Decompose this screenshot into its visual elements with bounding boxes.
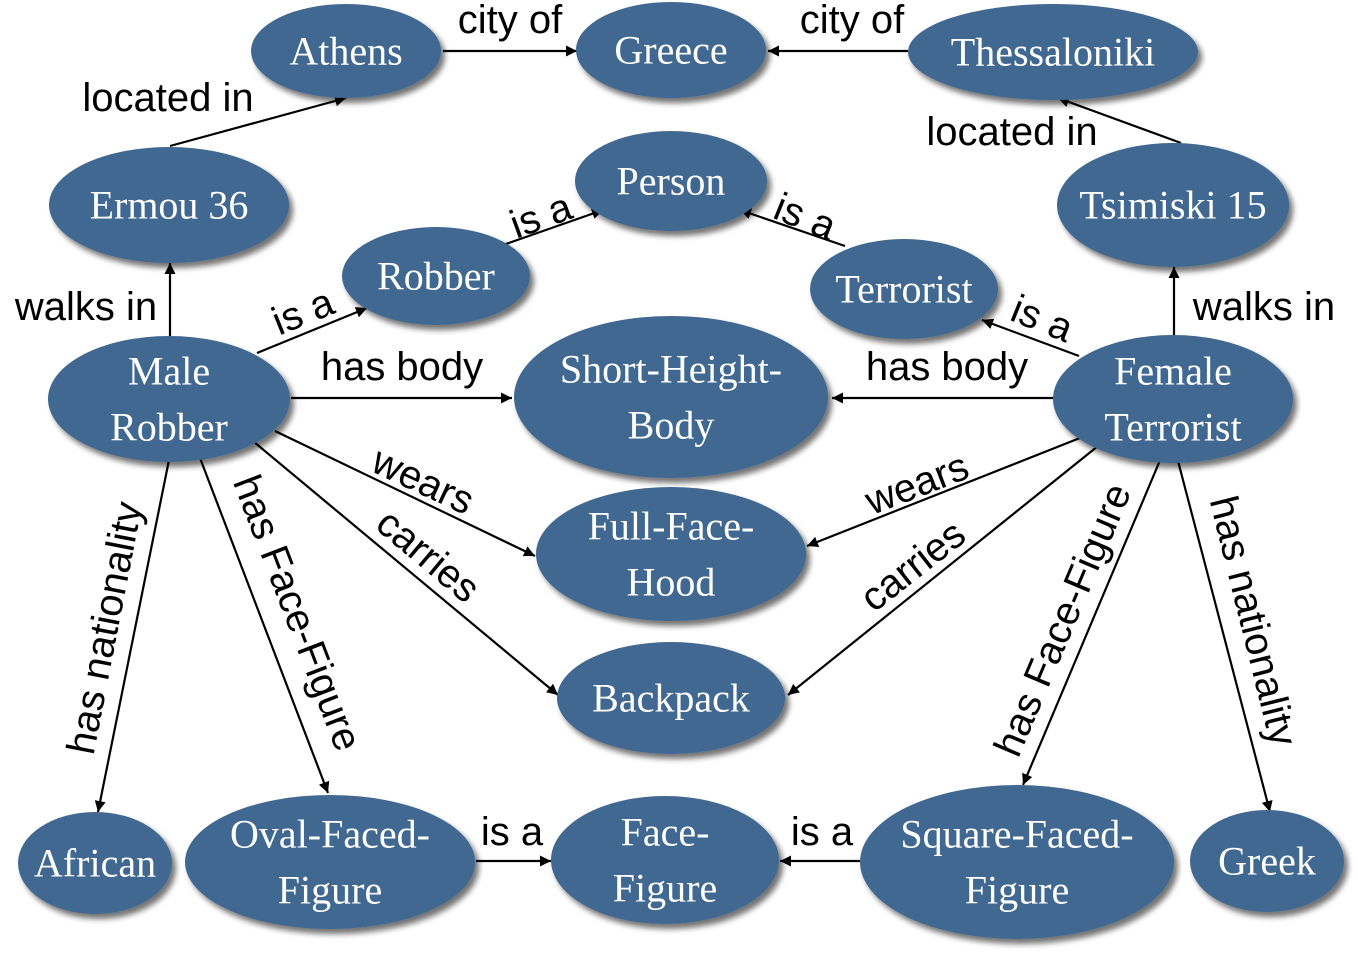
- node-label: Thessaloniki: [951, 30, 1155, 75]
- node-backpack: Backpack: [557, 642, 785, 754]
- edge-label-female-terrorist-wears: wears: [858, 444, 974, 524]
- node-ellipse: [860, 785, 1174, 939]
- edge-label-tsimiski-located-in-thessaloniki: located in: [926, 110, 1097, 154]
- edge-label-square-is-a-face-figure: is a: [791, 810, 854, 854]
- node-label: Person: [617, 159, 726, 204]
- node-female-terrorist: Female Terrorist: [1053, 335, 1293, 463]
- edge-label-thessaloniki-city-of-greece: city of: [800, 0, 905, 42]
- node-label: Male: [128, 349, 210, 394]
- node-ellipse: [49, 147, 289, 263]
- node-label: Face-: [621, 810, 710, 855]
- node-ermou: Ermou 36: [49, 147, 289, 263]
- node-label: Oval-Faced-: [230, 812, 430, 857]
- node-ellipse: [48, 336, 290, 462]
- node-ellipse: [251, 4, 441, 98]
- node-greek: Greek: [1190, 810, 1344, 912]
- edge-arrow-female-terrorist-has-nationality: [1176, 460, 1273, 813]
- edge-arrow-robber-is-a-person: [502, 208, 604, 247]
- edge-arrow-male-robber-is-a-robber: [256, 306, 368, 355]
- node-ellipse: [810, 239, 998, 339]
- node-label: Figure: [278, 868, 382, 913]
- edge-arrow-male-robber-has-face-figure: [198, 457, 330, 794]
- edge-label-female-terrorist-carries: carries: [852, 512, 974, 621]
- edge-label-female-terrorist-walks-in-tsimiski: walks in: [1192, 285, 1335, 329]
- node-ellipse: [1053, 335, 1293, 463]
- node-label: Terrorist: [1104, 405, 1241, 450]
- node-ellipse: [908, 4, 1198, 100]
- edge-label-female-terrorist-has-nationality: has nationality: [1201, 492, 1306, 751]
- node-person: Person: [575, 131, 767, 231]
- node-label: Athens: [289, 29, 402, 74]
- node-label: Square-Faced-: [900, 812, 1133, 857]
- node-label: Robber: [110, 405, 228, 450]
- edge-label-oval-is-a-face-figure: is a: [481, 810, 544, 854]
- node-label: Full-Face-: [588, 504, 755, 549]
- node-ellipse: [342, 227, 530, 325]
- node-robber: Robber: [342, 227, 530, 325]
- node-label: Backpack: [592, 676, 750, 721]
- edge-label-male-robber-has-nationality: has nationality: [59, 498, 151, 757]
- node-ellipse: [18, 812, 172, 914]
- edge-label-male-robber-wears: wears: [364, 438, 480, 523]
- node-ellipse: [1057, 143, 1289, 267]
- node-label: Greece: [614, 28, 727, 73]
- node-label: African: [34, 841, 156, 886]
- node-ellipse: [1190, 810, 1344, 912]
- edge-label-female-terrorist-has-body: has body: [866, 345, 1028, 389]
- edge-layer: [94, 45, 1273, 867]
- edge-arrow-terrorist-is-a-person: [739, 208, 846, 248]
- node-tsimiski: Tsimiski 15: [1057, 143, 1289, 267]
- edge-arrow-female-terrorist-is-a-terrorist: [981, 318, 1080, 358]
- edge-arrow-ermou-located-in-athens: [169, 95, 347, 148]
- node-ellipse: [557, 642, 785, 754]
- node-ellipse: [551, 796, 779, 924]
- node-label: Ermou 36: [90, 183, 249, 228]
- node-label: Greek: [1218, 839, 1316, 884]
- node-greece: Greece: [576, 2, 766, 98]
- node-male-robber: Male Robber: [48, 336, 290, 462]
- edge-label-robber-is-a-person: is a: [504, 184, 578, 247]
- node-full-face-hood: Full-Face- Hood: [536, 487, 806, 621]
- node-square-faced-figure: Square-Faced- Figure: [860, 785, 1174, 939]
- node-oval-faced-figure: Oval-Faced- Figure: [185, 795, 475, 929]
- edge-label-female-terrorist-is-a-terrorist: is a: [1005, 287, 1080, 351]
- edge-arrow-female-terrorist-carries: [787, 445, 1099, 696]
- node-athens: Athens: [251, 4, 441, 98]
- node-label: Figure: [965, 868, 1069, 913]
- edge-label-terrorist-is-a-person: is a: [768, 185, 843, 249]
- edge-arrow-female-terrorist-wears: [806, 434, 1086, 548]
- node-ellipse: [185, 795, 475, 929]
- node-ellipse: [575, 131, 767, 231]
- edge-label-ermou-located-in-athens: located in: [82, 76, 253, 120]
- edge-label-male-robber-is-a-robber: is a: [266, 280, 341, 344]
- edge-label-athens-city-of-greece: city of: [458, 0, 563, 42]
- edge-arrow-male-robber-carries: [253, 441, 559, 696]
- edge-arrow-male-robber-has-nationality: [94, 459, 171, 813]
- node-label: Tsimiski 15: [1079, 183, 1266, 228]
- edge-label-female-terrorist-has-face-figure: has Face-Figure: [986, 477, 1140, 762]
- node-label: Body: [628, 403, 715, 448]
- node-layer: Athens Greece Thessaloniki Ermou 36 Person Ts…: [18, 2, 1344, 939]
- node-label: Hood: [627, 560, 716, 605]
- edge-arrow-tsimiski-located-in-thessaloniki: [1057, 96, 1182, 145]
- node-ellipse: [514, 316, 828, 478]
- node-thessaloniki: Thessaloniki: [908, 4, 1198, 100]
- node-terrorist: Terrorist: [810, 239, 998, 339]
- node-label: Terrorist: [835, 267, 972, 312]
- edge-label-male-robber-carries: carries: [368, 501, 488, 612]
- node-african: African: [18, 812, 172, 914]
- node-ellipse: [536, 487, 806, 621]
- edge-label-male-robber-has-body: has body: [321, 345, 483, 389]
- node-label: Short-Height-: [560, 347, 782, 392]
- node-short-height-body: Short-Height- Body: [514, 316, 828, 478]
- node-label: Female: [1114, 349, 1232, 394]
- node-ellipse: [576, 2, 766, 98]
- node-label: Robber: [377, 254, 495, 299]
- edge-label-male-robber-walks-in-ermou: walks in: [14, 285, 157, 329]
- edge-arrow-male-robber-wears: [274, 430, 536, 557]
- edge-arrow-female-terrorist-has-face-figure: [1021, 457, 1163, 786]
- node-face-figure: Face- Figure: [551, 796, 779, 924]
- node-label: Figure: [613, 866, 717, 911]
